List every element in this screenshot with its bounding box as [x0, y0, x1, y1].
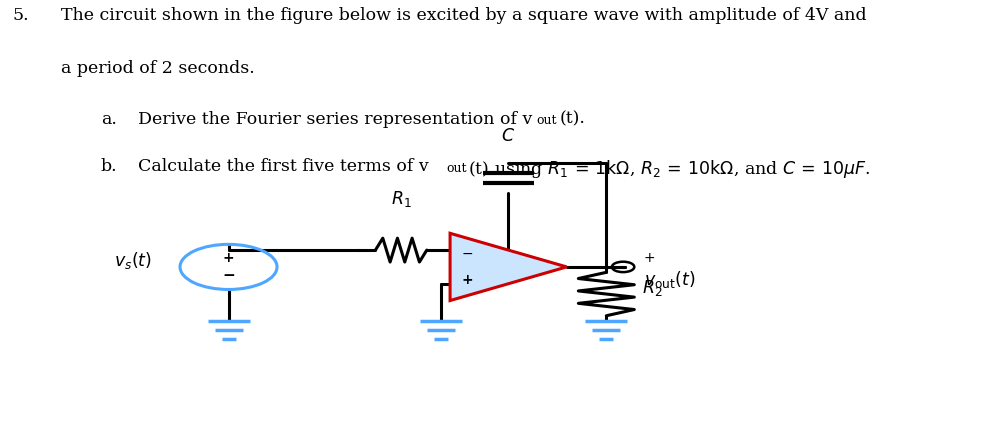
Text: $v_s(t)$: $v_s(t)$: [114, 250, 152, 271]
Polygon shape: [451, 233, 566, 301]
Text: The circuit shown in the figure below is excited by a square wave with amplitude: The circuit shown in the figure below is…: [60, 7, 866, 23]
Text: a period of 2 seconds.: a period of 2 seconds.: [60, 60, 254, 77]
Text: $C$: $C$: [501, 128, 515, 145]
Text: $R_1$: $R_1$: [391, 189, 411, 209]
Text: +: +: [223, 251, 234, 265]
Text: +: +: [644, 251, 655, 265]
Text: Derive the Fourier series representation of v: Derive the Fourier series representation…: [138, 111, 532, 128]
Text: −: −: [461, 247, 473, 260]
Text: out: out: [446, 162, 467, 175]
Text: Calculate the first five terms of v: Calculate the first five terms of v: [138, 158, 428, 175]
Text: b.: b.: [101, 158, 117, 175]
Text: (t).: (t).: [559, 111, 586, 128]
Text: $R_2$: $R_2$: [642, 277, 662, 298]
Text: out: out: [536, 114, 556, 127]
Text: −: −: [222, 268, 235, 283]
Text: +: +: [461, 273, 473, 287]
Text: (t) using $R_1\,=\,1\mathrm{k\Omega}$, $R_2\,=\,10\mathrm{k\Omega}$, and $C\,=\,: (t) using $R_1\,=\,1\mathrm{k\Omega}$, $…: [469, 158, 871, 181]
Text: 5.: 5.: [12, 7, 29, 23]
Text: a.: a.: [101, 111, 117, 128]
Text: $v_\mathrm{out}(t)$: $v_\mathrm{out}(t)$: [644, 270, 696, 290]
